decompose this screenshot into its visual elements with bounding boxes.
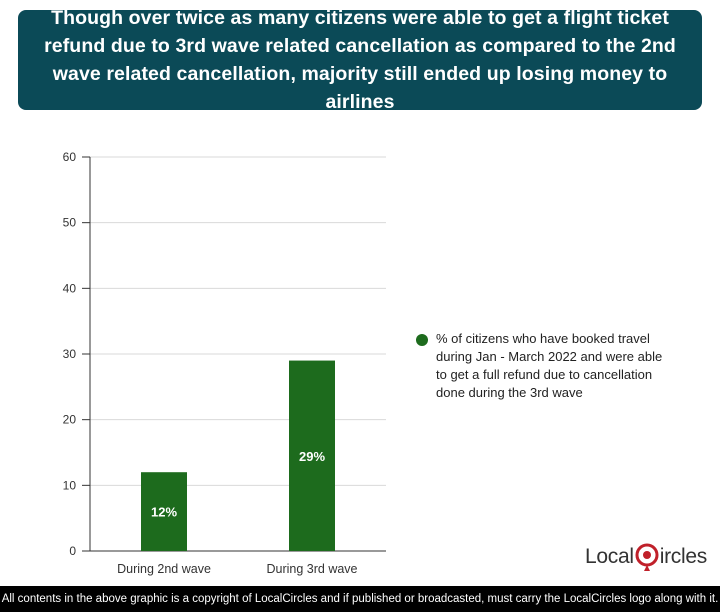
y-tick-label: 60 [63, 150, 77, 164]
y-tick-label: 20 [63, 413, 77, 427]
legend: % of citizens who have booked travel dur… [416, 330, 676, 402]
bar-data-label: 12% [151, 505, 177, 520]
logo-circle-icon [635, 542, 659, 572]
legend-label: % of citizens who have booked travel dur… [436, 331, 663, 400]
y-tick-label: 10 [63, 478, 77, 492]
localcircles-logo: Local ircles [585, 540, 707, 574]
y-tick-label: 0 [69, 544, 76, 558]
x-category-label: During 2nd wave [117, 562, 211, 576]
chart-title: Though over twice as many citizens were … [44, 7, 676, 113]
bar-data-label: 29% [299, 449, 325, 464]
x-category-label: During 3rd wave [266, 562, 357, 576]
legend-marker [416, 334, 428, 346]
title-banner: Though over twice as many citizens were … [18, 7, 702, 113]
y-tick-label: 40 [63, 281, 77, 295]
y-tick-label: 50 [63, 216, 77, 230]
copyright-footer: All contents in the above graphic is a c… [0, 586, 720, 612]
bar [141, 472, 187, 551]
bar [289, 360, 335, 551]
logo-text-ircles: ircles [659, 545, 708, 568]
y-tick-label: 30 [63, 347, 77, 361]
logo-text-local: Local [585, 545, 634, 568]
